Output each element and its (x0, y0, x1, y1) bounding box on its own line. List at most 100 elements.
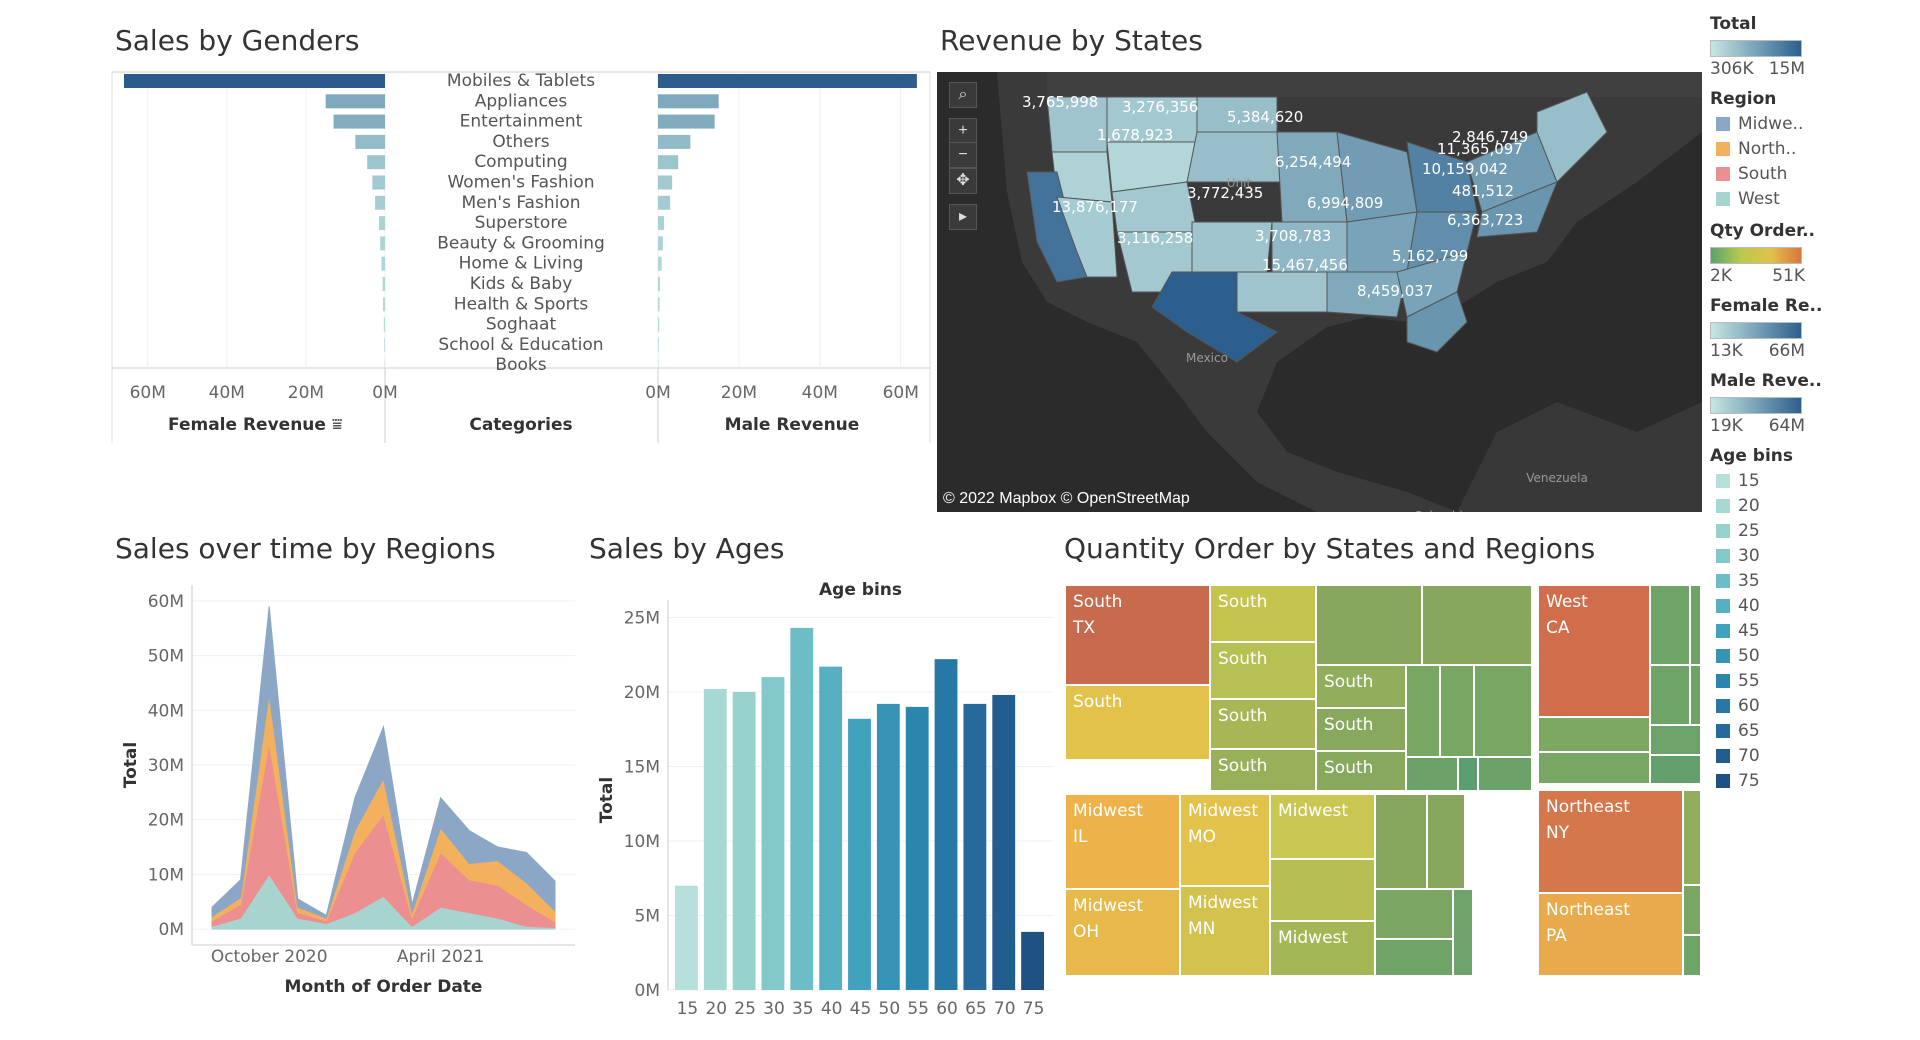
female-bar (380, 236, 385, 250)
state-revenue-label: 6,363,723 (1447, 211, 1523, 229)
time-y-tick: 40M (148, 701, 184, 721)
state-revenue-label: 3,708,783 (1255, 227, 1331, 245)
male-tick-label: 40M (802, 383, 838, 403)
female-bar (383, 297, 385, 311)
male-bar (658, 74, 917, 88)
category-label: Others (492, 132, 549, 152)
age-legend-item[interactable]: 40 (1710, 593, 1910, 618)
treemap-tile (1406, 757, 1458, 794)
treemap-region-label: South (1218, 592, 1267, 612)
age-legend-item[interactable]: 50 (1710, 643, 1910, 668)
region-legend-item[interactable]: North.. (1710, 136, 1910, 161)
region-legend-label: West (1738, 189, 1780, 209)
category-label: Home & Living (459, 254, 584, 274)
age-legend-item[interactable]: 35 (1710, 568, 1910, 593)
region-legend-swatch (1716, 192, 1730, 206)
age-legend-item[interactable]: 60 (1710, 693, 1910, 718)
category-label: Entertainment (460, 112, 583, 132)
treemap-state-label: MO (1188, 827, 1216, 847)
male-bar (658, 216, 664, 230)
age-legend-swatch (1716, 624, 1730, 638)
state-revenue-label: 10,159,042 (1422, 160, 1508, 178)
female-bar (384, 338, 385, 352)
map-pin-button[interactable]: ✥ (949, 168, 977, 194)
treemap-tile (1650, 755, 1700, 784)
map-zoom-in-button[interactable]: + (949, 118, 977, 144)
region-legend-swatch (1716, 142, 1730, 156)
treemap-tile (1458, 757, 1478, 794)
age-bar (704, 689, 727, 990)
treemap-state-label: NY (1546, 823, 1570, 843)
legend-age-title: Age bins (1710, 446, 1910, 468)
state-revenue-label: 6,994,809 (1307, 194, 1383, 212)
category-label: Soghaat (486, 315, 557, 335)
genders-title: Sales by Genders (115, 24, 359, 57)
age-x-tick: 35 (792, 999, 814, 1019)
legend-qty-bar (1710, 247, 1802, 264)
age-x-tick: 50 (879, 999, 901, 1019)
age-legend-swatch (1716, 774, 1730, 788)
age-legend-item[interactable]: 75 (1710, 768, 1910, 793)
age-legend-item[interactable]: 25 (1710, 518, 1910, 543)
map-search-button[interactable]: ⌕ (949, 82, 977, 108)
region-legend-item[interactable]: Midwe.. (1710, 111, 1910, 136)
treemap-tile (1474, 665, 1532, 757)
map-zoom-out-button[interactable]: − (949, 142, 977, 168)
treemap-state-label: TX (1072, 618, 1095, 638)
region-legend-label: North.. (1738, 139, 1796, 159)
treemap-tile (1375, 794, 1427, 889)
category-label: Kids & Baby (470, 274, 573, 294)
sort-descending-icon: ⩸ (332, 415, 342, 435)
age-x-tick: 15 (677, 999, 699, 1019)
region-legend-item[interactable]: South (1710, 161, 1910, 186)
age-legend-item[interactable]: 15 (1710, 468, 1910, 493)
male-bar (658, 196, 670, 210)
legend-female-bar (1710, 322, 1802, 339)
time-y-tick: 0M (159, 920, 184, 940)
ages-y-tick: 10M (624, 832, 660, 852)
map-expand-button[interactable]: ▸ (949, 204, 977, 230)
age-legend-label: 45 (1738, 621, 1760, 641)
category-label: School & Education (438, 335, 603, 355)
age-bar (790, 628, 813, 990)
south-america-land (1457, 402, 1702, 512)
state-revenue-label: 3,116,258 (1117, 229, 1193, 247)
treemap-tile (1650, 585, 1690, 665)
age-legend-item[interactable]: 45 (1710, 618, 1910, 643)
age-legend-label: 25 (1738, 521, 1760, 541)
time-y-tick: 50M (148, 647, 184, 667)
age-legend-item[interactable]: 30 (1710, 543, 1910, 568)
state-revenue-label: 6,254,494 (1275, 153, 1351, 171)
legend-female-title: Female Re.. (1710, 296, 1910, 318)
age-legend-label: 55 (1738, 671, 1760, 691)
age-legend-item[interactable]: 20 (1710, 493, 1910, 518)
state-shape (1187, 132, 1287, 182)
treemap-region-label: South (1324, 672, 1373, 692)
age-legend-item[interactable]: 65 (1710, 718, 1910, 743)
time-title: Sales over time by Regions (115, 532, 496, 565)
female-bar (381, 257, 385, 271)
treemap-region-label: Northeast (1546, 797, 1630, 817)
male-bar (658, 155, 678, 169)
age-legend-swatch (1716, 549, 1730, 563)
category-label: Women's Fashion (447, 173, 594, 193)
treemap-region-label: South (1218, 706, 1267, 726)
treemap-region-label: Midwest (1073, 896, 1143, 916)
age-x-tick: 30 (763, 999, 785, 1019)
male-bar (658, 338, 659, 352)
female-tick-label: 40M (209, 383, 245, 403)
age-legend-item[interactable]: 70 (1710, 743, 1910, 768)
legend-male-title: Male Reve.. (1710, 371, 1910, 393)
male-axis-title: Male Revenue (725, 415, 860, 435)
age-legend-item[interactable]: 55 (1710, 668, 1910, 693)
region-legend-item[interactable]: West (1710, 186, 1910, 211)
treemap-region-label: South (1218, 756, 1267, 776)
female-tick-label: 0M (372, 383, 397, 403)
female-bar (334, 115, 385, 129)
age-legend-swatch (1716, 599, 1730, 613)
legend-region-title: Region (1710, 89, 1910, 111)
